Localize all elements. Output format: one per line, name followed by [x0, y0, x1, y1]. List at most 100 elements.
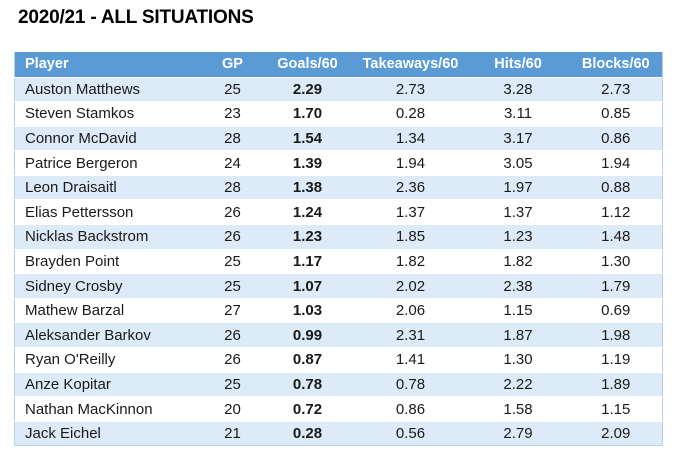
stat-cell: 2.79 — [466, 420, 570, 446]
stat-cell: 0.72 — [260, 396, 355, 422]
player-name-cell: Ryan O'Reilly — [14, 347, 205, 373]
stat-cell: 1.48 — [569, 224, 663, 250]
player-name-cell: Leon Draisaitl — [14, 174, 205, 200]
player-name-cell: Jack Eichel — [14, 420, 205, 446]
table-row: Patrice Bergeron 24 1.39 1.94 3.05 1.94 — [14, 150, 663, 176]
table-row: Aleksander Barkov 26 0.99 2.31 1.87 1.98 — [14, 322, 663, 348]
stat-cell: 21 — [204, 420, 261, 446]
stat-cell: 1.34 — [354, 125, 467, 151]
table-row: Ryan O'Reilly 26 0.87 1.41 1.30 1.19 — [14, 347, 663, 373]
stat-cell: 2.09 — [569, 420, 663, 446]
stat-cell: 2.31 — [354, 322, 467, 348]
stat-cell: 1.89 — [569, 371, 663, 397]
stat-cell: 3.11 — [466, 101, 570, 127]
stats-table-body: Auston Matthews 25 2.29 2.73 3.28 2.73 Steven … — [14, 76, 663, 446]
stat-cell: 25 — [204, 76, 261, 102]
stat-cell: 1.37 — [354, 199, 467, 225]
stat-cell: 1.98 — [569, 322, 663, 348]
player-name-cell: Patrice Bergeron — [14, 150, 205, 176]
stat-cell: 2.73 — [569, 76, 663, 102]
player-name-cell: Brayden Point — [14, 248, 205, 274]
stat-cell: 0.78 — [354, 371, 467, 397]
stat-cell: 1.87 — [466, 322, 570, 348]
table-row: Connor McDavid 28 1.54 1.34 3.17 0.86 — [14, 125, 663, 151]
stat-cell: 0.87 — [260, 347, 355, 373]
player-name-cell: Auston Matthews — [14, 76, 205, 102]
column-header-goals-60: Goals/60 — [260, 52, 355, 77]
player-name-cell: Mathew Barzal — [14, 297, 205, 323]
stat-cell: 1.82 — [354, 248, 467, 274]
stat-cell: 2.22 — [466, 371, 570, 397]
stat-cell: 1.37 — [466, 199, 570, 225]
stat-cell: 26 — [204, 322, 261, 348]
column-header-player: Player — [14, 52, 205, 77]
player-name-cell: Nicklas Backstrom — [14, 224, 205, 250]
stat-cell: 24 — [204, 150, 261, 176]
stat-cell: 20 — [204, 396, 261, 422]
table-row: Nathan MacKinnon 20 0.72 0.86 1.58 1.15 — [14, 396, 663, 422]
stat-cell: 1.19 — [569, 347, 663, 373]
stat-cell: 26 — [204, 224, 261, 250]
player-name-cell: Anze Kopitar — [14, 371, 205, 397]
stat-cell: 1.70 — [260, 101, 355, 127]
stat-cell: 0.69 — [569, 297, 663, 323]
table-row: Anze Kopitar 25 0.78 0.78 2.22 1.89 — [14, 371, 663, 397]
player-name-cell: Connor McDavid — [14, 125, 205, 151]
stat-cell: 1.94 — [354, 150, 467, 176]
stat-cell: 3.28 — [466, 76, 570, 102]
stat-cell: 3.05 — [466, 150, 570, 176]
stat-cell: 2.36 — [354, 174, 467, 200]
player-name-cell: Nathan MacKinnon — [14, 396, 205, 422]
stat-cell: 1.38 — [260, 174, 355, 200]
column-header-hits-60: Hits/60 — [466, 52, 570, 77]
player-name-cell: Aleksander Barkov — [14, 322, 205, 348]
table-row: Leon Draisaitl 28 1.38 2.36 1.97 0.88 — [14, 174, 663, 200]
stat-cell: 0.28 — [354, 101, 467, 127]
stat-cell: 1.41 — [354, 347, 467, 373]
page-title: 2020/21 - ALL SITUATIONS — [18, 7, 254, 28]
stat-cell: 1.94 — [569, 150, 663, 176]
stat-cell: 28 — [204, 174, 261, 200]
stat-cell: 0.78 — [260, 371, 355, 397]
header-row: Player GP Goals/60 Takeaways/60 Hits/60 Block… — [14, 52, 663, 77]
stats-table-container: Player GP Goals/60 Takeaways/60 Hits/60 Block… — [14, 52, 663, 447]
stat-cell: 0.85 — [569, 101, 663, 127]
stat-cell: 1.24 — [260, 199, 355, 225]
stat-cell: 1.12 — [569, 199, 663, 225]
stat-cell: 26 — [204, 199, 261, 225]
stat-cell: 0.99 — [260, 322, 355, 348]
stat-cell: 1.82 — [466, 248, 570, 274]
table-row: Jack Eichel 21 0.28 0.56 2.79 2.09 — [14, 420, 663, 446]
stat-cell: 0.86 — [569, 125, 663, 151]
column-header-blocks-60: Blocks/60 — [569, 52, 663, 77]
table-row: Elias Pettersson 26 1.24 1.37 1.37 1.12 — [14, 199, 663, 225]
table-row: Brayden Point 25 1.17 1.82 1.82 1.30 — [14, 248, 663, 274]
stat-cell: 1.79 — [569, 273, 663, 299]
stat-cell: 2.06 — [354, 297, 467, 323]
stat-cell: 1.97 — [466, 174, 570, 200]
stat-cell: 0.86 — [354, 396, 467, 422]
stat-cell: 25 — [204, 273, 261, 299]
stat-cell: 2.73 — [354, 76, 467, 102]
player-name-cell: Sidney Crosby — [14, 273, 205, 299]
column-header-gp: GP — [204, 52, 261, 77]
stat-cell: 1.85 — [354, 224, 467, 250]
table-row: Sidney Crosby 25 1.07 2.02 2.38 1.79 — [14, 273, 663, 299]
player-name-cell: Elias Pettersson — [14, 199, 205, 225]
table-row: Steven Stamkos 23 1.70 0.28 3.11 0.85 — [14, 101, 663, 127]
stat-cell: 2.38 — [466, 273, 570, 299]
table-row: Auston Matthews 25 2.29 2.73 3.28 2.73 — [14, 76, 663, 102]
table-row: Nicklas Backstrom 26 1.23 1.85 1.23 1.48 — [14, 224, 663, 250]
stat-cell: 3.17 — [466, 125, 570, 151]
stat-cell: 1.30 — [569, 248, 663, 274]
stat-cell: 27 — [204, 297, 261, 323]
stat-cell: 0.88 — [569, 174, 663, 200]
stat-cell: 1.58 — [466, 396, 570, 422]
stat-cell: 2.02 — [354, 273, 467, 299]
stat-cell: 0.56 — [354, 420, 467, 446]
stat-cell: 1.39 — [260, 150, 355, 176]
player-name-cell: Steven Stamkos — [14, 101, 205, 127]
stat-cell: 1.23 — [260, 224, 355, 250]
stat-cell: 0.28 — [260, 420, 355, 446]
stat-cell: 1.17 — [260, 248, 355, 274]
